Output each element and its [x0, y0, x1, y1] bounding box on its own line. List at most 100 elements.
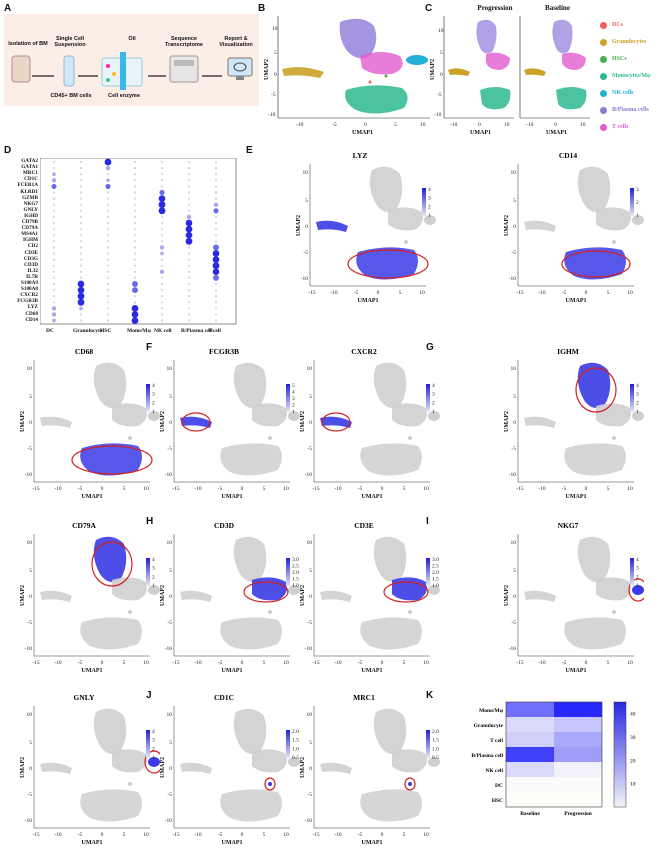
svg-text:-15: -15 [516, 486, 524, 492]
dot [52, 270, 56, 273]
heatmap-cell [554, 747, 602, 762]
dot [158, 201, 166, 209]
dot [79, 276, 83, 280]
svg-text:UMAP1: UMAP1 [566, 494, 587, 500]
monitor-icon [227, 57, 253, 77]
svg-text:-5: -5 [27, 620, 32, 626]
svg-text:-5: -5 [27, 446, 32, 452]
svg-text:5: 5 [513, 198, 516, 204]
heatmap-cell [554, 702, 602, 717]
svg-text:0: 0 [29, 766, 32, 772]
dot [133, 270, 137, 273]
gene-label: CD1C [24, 176, 38, 183]
svg-text:0: 0 [305, 224, 308, 230]
svg-text:-10: -10 [509, 646, 517, 652]
step-report: Report & Visualization [219, 36, 253, 48]
gene-label: MRC1 [23, 170, 38, 177]
gene-label: CD14 [25, 316, 38, 323]
highlight-circle [383, 581, 429, 603]
highlight-circle [347, 249, 429, 279]
svg-text:0: 0 [585, 486, 588, 492]
sublabel-enzyme: Cell enzyme [108, 93, 140, 99]
workflow-icons [11, 52, 253, 90]
svg-text:5: 5 [169, 568, 172, 574]
dot [214, 288, 218, 292]
legend-nk: NK cells [612, 90, 634, 96]
heatmap-cell [554, 732, 602, 747]
dot [212, 256, 220, 263]
svg-text:UMAP1: UMAP1 [222, 668, 243, 674]
svg-text:10: 10 [504, 122, 510, 128]
svg-text:10: 10 [511, 170, 517, 176]
feature-plot-cd14: CD14 10 5 0 -5 -10 -15 -10 -5 0 5 10 UMAP1 UMAP2 3 2 1 [504, 151, 644, 304]
gene-label: IGHM [23, 237, 38, 244]
legend-dc: DCs [612, 22, 624, 28]
scale-tick: 2 [636, 200, 639, 206]
dot [160, 282, 164, 286]
highlight-circle [321, 412, 351, 432]
svg-text:0: 0 [29, 594, 32, 600]
svg-text:10: 10 [511, 366, 517, 372]
dot [79, 179, 83, 182]
dot [160, 173, 164, 176]
dot [79, 173, 83, 176]
svg-text:-5: -5 [511, 446, 516, 452]
dot [214, 185, 218, 188]
svg-text:0: 0 [241, 660, 244, 666]
svg-text:0: 0 [29, 420, 32, 426]
svg-text:UMAP2: UMAP2 [504, 215, 510, 236]
dot [52, 276, 56, 280]
svg-text:0: 0 [440, 72, 443, 78]
dot [160, 166, 164, 170]
svg-text:UMAP2: UMAP2 [504, 411, 510, 432]
dot [52, 197, 56, 201]
dot [51, 306, 57, 311]
color-scale [146, 558, 150, 586]
dot [106, 252, 110, 255]
gene-label: IL32 [27, 267, 38, 274]
svg-text:5: 5 [607, 660, 610, 666]
svg-text:-5: -5 [307, 446, 312, 452]
svg-text:-10: -10 [25, 818, 33, 824]
dot [214, 166, 218, 170]
svg-text:5: 5 [274, 50, 277, 56]
svg-text:5: 5 [399, 290, 402, 296]
feature-plot-cxcr2: CXCR2 10 5 0 -5 -10 -15 -10 -5 0 5 10 UMAP1 UMAP2 4 3 2 1 [300, 347, 440, 500]
sublabel-cd45: CD45+ BM cells [50, 93, 92, 99]
dot [106, 178, 110, 183]
dot [214, 240, 218, 243]
scale-tick: 1.5 [432, 738, 439, 744]
svg-text:-5: -5 [218, 486, 223, 492]
scale-tick: 3 [152, 392, 155, 398]
svg-text:5: 5 [607, 486, 610, 492]
dot [79, 227, 83, 231]
dot [214, 307, 218, 310]
svg-text:-10: -10 [54, 660, 62, 666]
dot [160, 301, 164, 304]
gene-label: S100A9 [20, 280, 38, 286]
svg-text:10: 10 [627, 290, 633, 296]
svg-text:5: 5 [29, 568, 32, 574]
celltype-label: Granulocyte [73, 328, 103, 334]
svg-text:0: 0 [554, 122, 557, 128]
legend-t: T cells [612, 124, 629, 130]
dot [79, 185, 83, 188]
feature-title: CD68 [75, 347, 94, 356]
heatmap-cell [506, 747, 554, 762]
dot [106, 313, 110, 316]
svg-text:UMAP2: UMAP2 [160, 757, 166, 778]
dot [52, 160, 56, 164]
heatmap-col-label: Progression [564, 811, 592, 817]
scale-tick: 2 [152, 746, 155, 752]
svg-text:-5: -5 [167, 446, 172, 452]
celltype-label: DC [46, 328, 54, 334]
feature-title: IGHM [557, 347, 579, 356]
dot [79, 215, 83, 219]
svg-text:5: 5 [305, 198, 308, 204]
gene-label: CD3G [23, 255, 38, 262]
svg-text:10: 10 [511, 540, 517, 546]
dot [106, 215, 110, 219]
heatmap-cell [554, 777, 602, 792]
feature-plot-lyz: LYZ 10 5 0 -5 -10 -15 -10 -5 0 5 10 UMAP1 UMAP2 4 3 2 1 [296, 151, 436, 304]
gene-label: GATA2 [21, 158, 38, 164]
